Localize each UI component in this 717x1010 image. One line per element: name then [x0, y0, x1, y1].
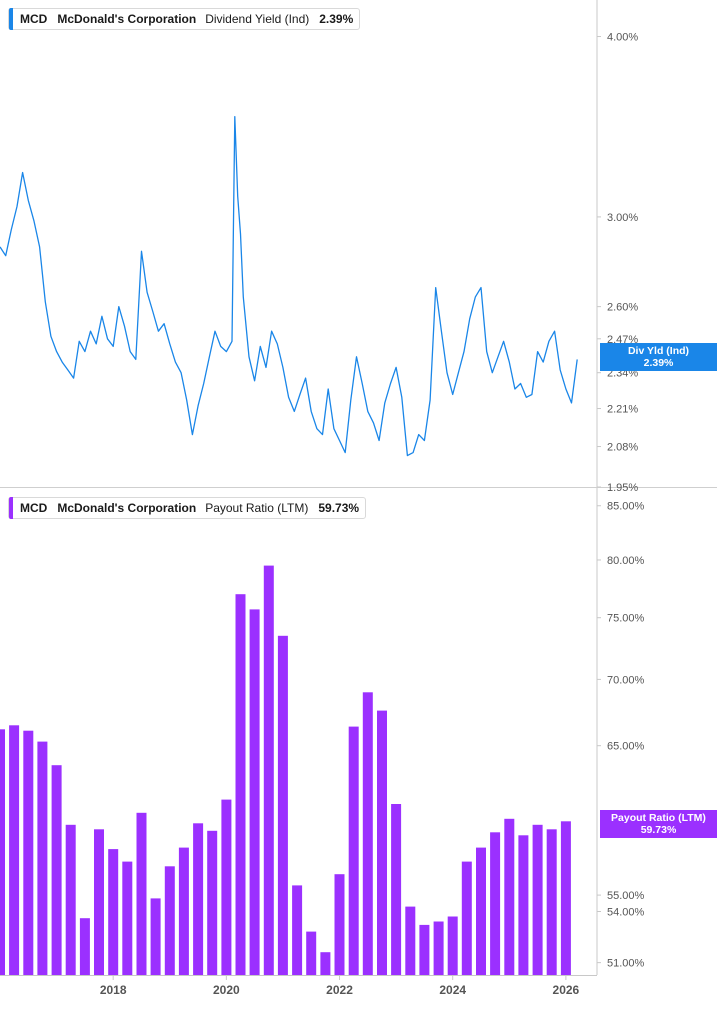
- y-tick-label: 70.00%: [607, 674, 645, 686]
- payout-ratio-bar: [221, 799, 232, 975]
- payout-ratio-bar: [193, 823, 204, 975]
- payout-ratio-bar: [51, 765, 62, 975]
- payout-ratio-bar: [277, 635, 288, 975]
- y-tick-label: 3.00%: [607, 212, 638, 224]
- legend-company: McDonald's Corporation: [57, 12, 197, 26]
- payout-ratio-bar: [405, 906, 416, 975]
- dividend-yield-flag-label: Div Yld (Ind): [627, 345, 690, 357]
- y-tick-label: 65.00%: [607, 741, 645, 753]
- payout-ratio-bar: [122, 861, 133, 975]
- payout-ratio-bar: [433, 921, 444, 975]
- payout-ratio-bar: [518, 835, 529, 975]
- legend-company: McDonald's Corporation: [57, 501, 197, 515]
- payout-ratio-bar: [292, 885, 303, 975]
- y-tick-label: 55.00%: [607, 890, 645, 902]
- payout-ratio-bar: [235, 594, 246, 975]
- y-tick-label: 85.00%: [607, 501, 645, 513]
- y-tick-label: 2.47%: [607, 334, 638, 346]
- payout-ratio-bar: [207, 830, 218, 975]
- payout-ratio-bar: [461, 861, 472, 975]
- payout-ratio-bar: [490, 832, 501, 975]
- y-tick-label: 1.95%: [607, 482, 638, 494]
- x-tick-label: 2018: [100, 983, 127, 997]
- legend-ticker: MCD: [20, 501, 48, 515]
- payout-ratio-bar: [419, 924, 430, 975]
- payout-ratio-bar: [391, 804, 402, 975]
- y-tick-label: 51.00%: [607, 958, 645, 970]
- payout-ratio-flag-value: 59.73%: [640, 824, 677, 836]
- payout-ratio-legend-swatch: [9, 497, 13, 519]
- x-tick-label: 2026: [553, 983, 580, 997]
- x-tick-label: 2022: [326, 983, 353, 997]
- payout-ratio-flag-label: Payout Ratio (LTM): [611, 812, 706, 824]
- legend-ticker: MCD: [20, 12, 48, 26]
- payout-ratio-bar: [164, 866, 175, 975]
- payout-ratio-bar: [447, 916, 458, 975]
- y-tick-label: 54.00%: [607, 907, 645, 919]
- payout-ratio-bar: [37, 741, 48, 975]
- payout-ratio-bar: [136, 812, 147, 975]
- payout-ratio-bar: [546, 829, 557, 975]
- y-tick-label: 2.21%: [607, 404, 638, 416]
- payout-ratio-bar: [94, 829, 104, 975]
- dividend-yield-line: [0, 116, 578, 457]
- x-tick-label: 2020: [213, 983, 240, 997]
- payout-ratio-bar: [334, 874, 345, 975]
- dividend-yield-legend-swatch: [9, 8, 13, 30]
- payout-ratio-bar: [79, 918, 90, 975]
- payout-ratio-flag: Payout Ratio (LTM) 59.73%: [600, 810, 717, 838]
- legend-value: 2.39%: [319, 12, 354, 26]
- payout-ratio-bar: [532, 824, 543, 975]
- payout-ratio-bar: [263, 565, 274, 975]
- dividend-yield-legend[interactable]: MCD McDonald's Corporation Dividend Yiel…: [8, 8, 361, 30]
- payout-ratio-bar: [108, 849, 119, 975]
- payout-ratio-bar: [23, 730, 34, 975]
- payout-ratio-bar: [377, 710, 387, 975]
- payout-ratio-bar: [362, 692, 373, 975]
- payout-ratio-bar: [9, 725, 20, 975]
- payout-ratio-legend[interactable]: MCD McDonald's Corporation Payout Ratio …: [8, 497, 367, 519]
- legend-metric: Dividend Yield (Ind): [205, 12, 310, 26]
- payout-ratio-bar: [320, 952, 331, 975]
- dividend-yield-flag: Div Yld (Ind) 2.39%: [600, 343, 717, 371]
- payout-ratio-bar: [150, 898, 161, 975]
- payout-ratio-bar: [476, 847, 486, 975]
- dividend-yield-flag-value: 2.39%: [643, 357, 674, 369]
- y-tick-label: 2.60%: [607, 302, 638, 314]
- payout-ratio-bar: [65, 824, 76, 975]
- payout-ratio-bar: [348, 726, 359, 975]
- payout-ratio-bar: [249, 609, 260, 975]
- y-tick-label: 4.00%: [607, 32, 638, 44]
- payout-ratio-bar: [504, 818, 515, 975]
- y-tick-label: 75.00%: [607, 613, 645, 625]
- legend-metric: Payout Ratio (LTM): [205, 501, 309, 515]
- payout-ratio-bar: [178, 847, 189, 975]
- legend-value: 59.73%: [318, 501, 360, 515]
- payout-ratio-bar: [560, 821, 571, 975]
- y-tick-label: 2.08%: [607, 442, 638, 454]
- payout-ratio-bar: [306, 931, 317, 975]
- x-tick-label: 2024: [439, 983, 466, 997]
- y-tick-label: 80.00%: [607, 555, 645, 567]
- payout-ratio-bar: [0, 729, 5, 975]
